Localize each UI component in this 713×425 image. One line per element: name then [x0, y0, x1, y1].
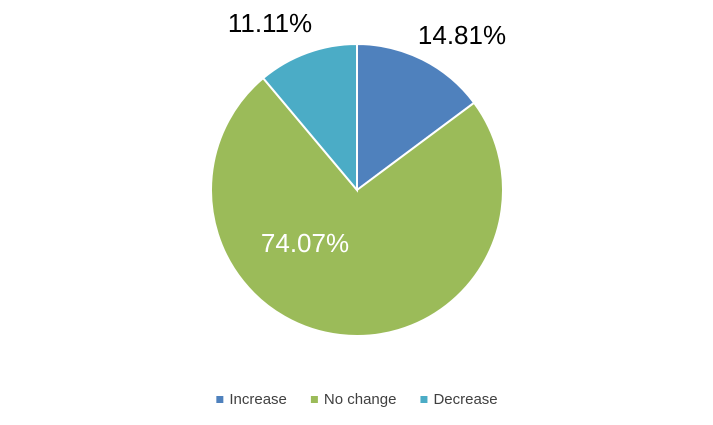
legend-label: Decrease	[433, 391, 497, 408]
data-label: 74.07%	[261, 228, 349, 258]
data-label: 11.11%	[228, 8, 312, 38]
data-label: 14.81%	[418, 20, 506, 50]
pie-slice	[356, 42, 476, 192]
legend-swatch	[420, 396, 428, 403]
legend-swatch	[216, 396, 224, 403]
legend-label: Increase	[229, 391, 287, 408]
pie-slice	[261, 42, 358, 193]
legend-swatch	[310, 396, 318, 403]
legend-label: No change	[324, 391, 397, 408]
pie-slice	[210, 76, 504, 337]
